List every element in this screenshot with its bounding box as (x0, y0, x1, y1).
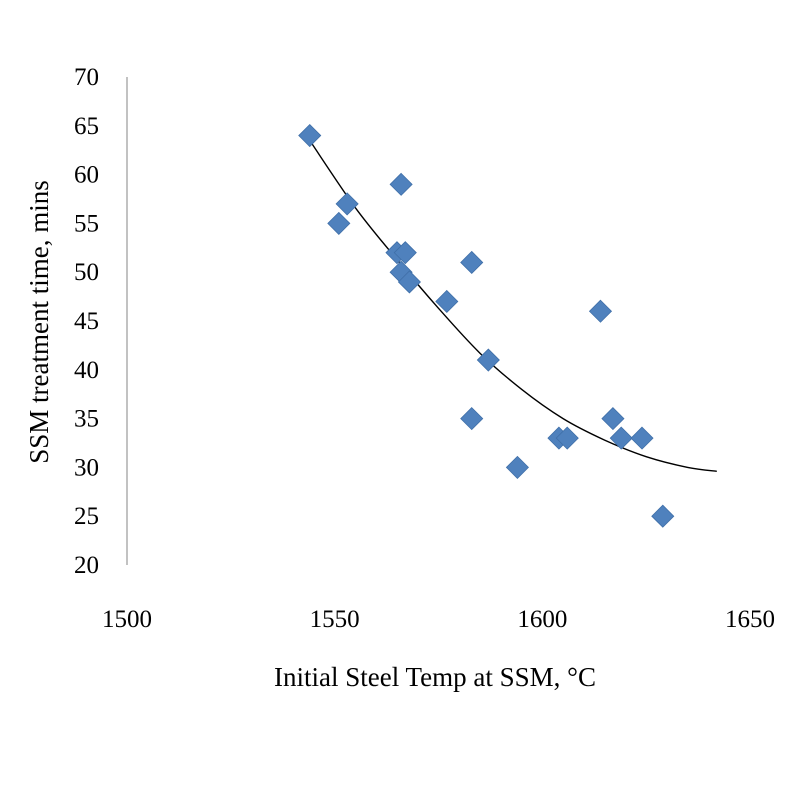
data-point (460, 407, 484, 431)
y-tick-label: 20 (74, 552, 99, 579)
y-tick-label: 65 (74, 113, 99, 140)
data-point (327, 211, 351, 235)
data-point (588, 299, 613, 323)
data-point (393, 241, 417, 265)
data-point (609, 426, 633, 450)
y-tick-label: 55 (74, 210, 99, 237)
data-point (397, 270, 421, 294)
y-tick-label: 45 (74, 308, 99, 335)
data-point (435, 289, 459, 314)
trendline-group (309, 140, 717, 472)
y-tick-label: 25 (74, 503, 99, 530)
x-tick-label: 1500 (102, 606, 152, 633)
data-point (335, 192, 359, 216)
data-point (601, 407, 625, 431)
y-tick-label: 50 (74, 259, 99, 286)
y-tick-label: 30 (74, 454, 99, 481)
data-point (555, 426, 579, 450)
data-point (298, 123, 322, 148)
data-point (505, 455, 529, 479)
x-tick-label: 1650 (725, 606, 775, 633)
data-points (298, 123, 675, 528)
x-tick-label: 1600 (517, 606, 567, 633)
data-point (389, 172, 413, 196)
y-tick-label: 60 (74, 162, 99, 189)
data-point (476, 348, 500, 372)
data-point (630, 426, 654, 450)
x-axis-title: Initial Steel Temp at SSM, °C (274, 662, 596, 692)
y-axis: 20 25 30 35 40 45 50 55 60 65 70 (74, 64, 128, 579)
x-axis: 1500 1550 1600 1650 (102, 606, 775, 633)
y-tick-label: 40 (74, 357, 99, 384)
y-axis-title: SSM treatment time, mins (24, 180, 54, 464)
data-point (651, 504, 675, 528)
x-tick-label: 1550 (310, 606, 360, 633)
y-tick-label: 70 (74, 64, 99, 91)
trendline (309, 140, 717, 472)
y-tick-label: 35 (74, 406, 99, 433)
data-point (460, 250, 484, 275)
